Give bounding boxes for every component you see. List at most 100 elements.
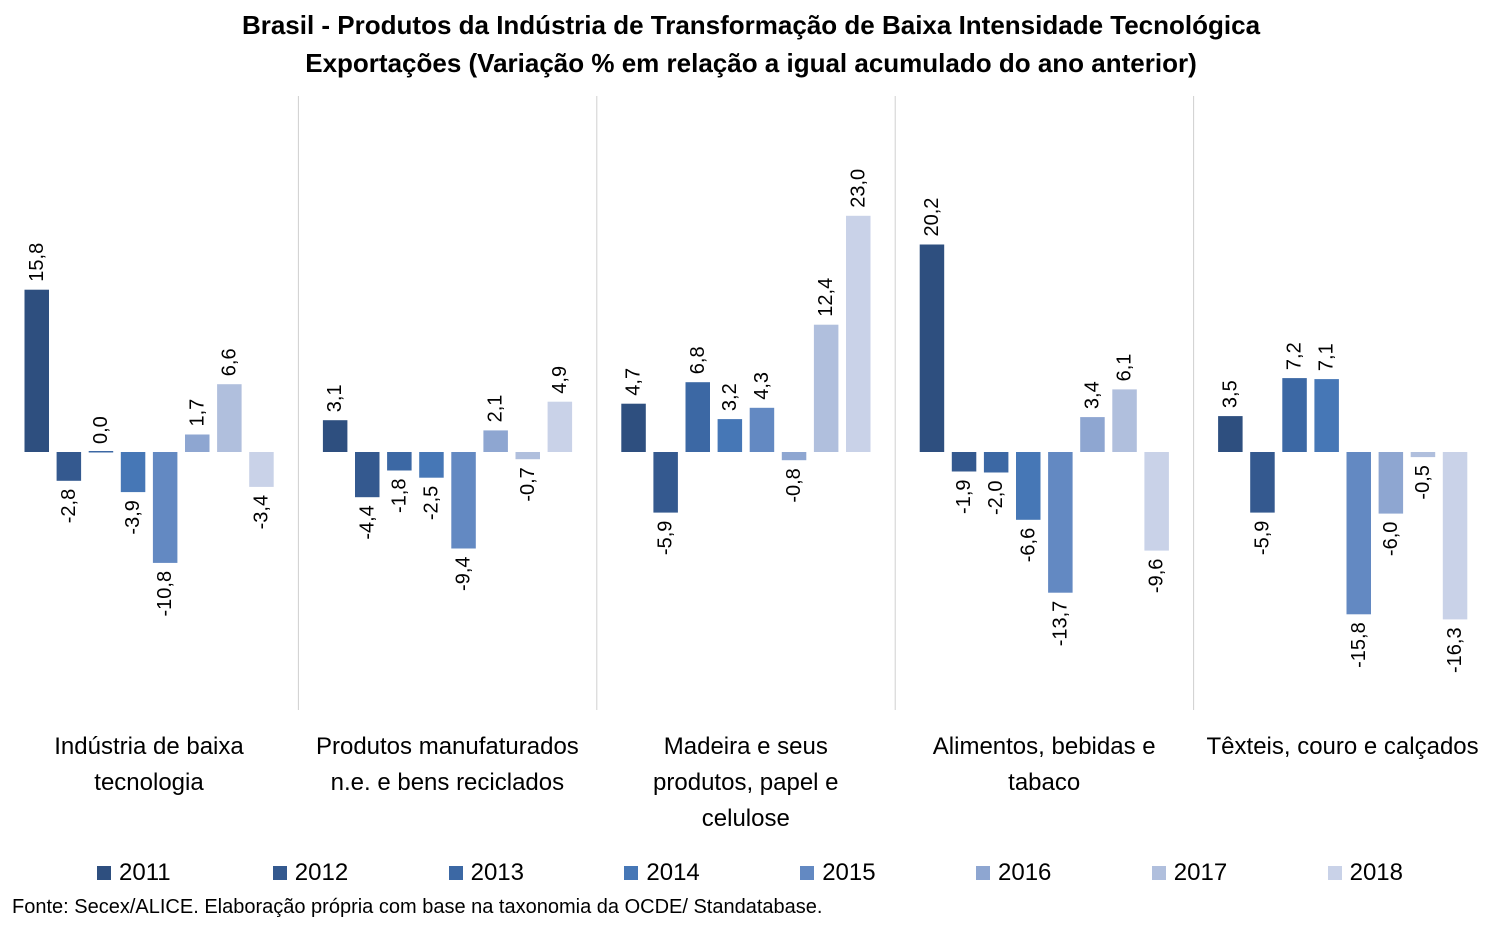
- chart-subtitle: Exportações (Variação % em relação a igu…: [305, 48, 1197, 78]
- data-label-2018-cat2: 4,9: [549, 366, 571, 394]
- bar-2016-cat5: [1378, 452, 1404, 514]
- data-label-2014-cat4: -6,6: [1017, 528, 1039, 562]
- legend-swatch: [1151, 866, 1166, 880]
- data-label-2013-cat1: 0,0: [90, 416, 112, 444]
- data-label-2013-cat4: -2,0: [985, 481, 1007, 515]
- data-label-2012-cat1: -2,8: [58, 489, 80, 523]
- bar-2015-cat4: [1048, 452, 1073, 593]
- chart-title: Brasil - Produtos da Indústria de Transf…: [241, 10, 1261, 40]
- data-label-2016-cat1: 1,7: [186, 399, 208, 427]
- data-label-2016-cat5: -6,0: [1380, 522, 1402, 556]
- bar-2015-cat3: [749, 407, 775, 452]
- data-label-2012-cat3: -5,9: [655, 521, 677, 555]
- bar-2011-cat4: [919, 244, 945, 452]
- bar-2013-cat1: [88, 451, 114, 453]
- bar-2018-cat2: [547, 401, 573, 452]
- data-label-2016-cat3: -0,8: [783, 468, 805, 502]
- category-label: Indústria de baixa tecnologia: [1, 729, 297, 801]
- category-label-line: celulose: [701, 805, 790, 832]
- legend-swatch: [97, 866, 111, 880]
- bar-2013-cat4: [983, 452, 1009, 473]
- legend-swatch: [272, 866, 287, 880]
- data-label-2011-cat2: 3,1: [324, 384, 346, 412]
- data-label-2014-cat2: -2,5: [420, 486, 442, 520]
- source-note: Fonte: Secex/ALICE. Elaboração própria c…: [12, 896, 823, 918]
- bar-2017-cat3: [813, 324, 839, 452]
- data-label-2018-cat3: 23,0: [847, 169, 869, 208]
- legend-label: 2013: [470, 859, 524, 886]
- data-label-2018-cat5: -16,3: [1444, 627, 1466, 673]
- legend-item-2015: 2015: [800, 856, 876, 890]
- data-label-2011-cat3: 4,7: [623, 368, 645, 396]
- data-label-2013-cat2: -1,8: [388, 479, 410, 513]
- bar-2016-cat3: [781, 452, 807, 461]
- category-label-line: n.e. e bens reciclados: [330, 769, 565, 796]
- bar-2011-cat2: [322, 420, 348, 452]
- data-label-2011-cat4: 20,2: [921, 198, 943, 237]
- legend-label: 2012: [294, 859, 349, 886]
- bar-2017-cat1: [217, 384, 242, 452]
- category-label-line: Indústria de baixa: [54, 733, 244, 760]
- data-label-2018-cat1: -3,4: [251, 495, 273, 529]
- data-label-2017-cat5: -0,5: [1412, 465, 1434, 499]
- bar-2018-cat4: [1144, 452, 1169, 551]
- bar-2014-cat1: [120, 452, 146, 493]
- legend-label: 2011: [119, 859, 171, 886]
- bar-2011-cat3: [621, 403, 646, 452]
- data-label-2017-cat2: -0,7: [517, 467, 539, 501]
- legend-label: 2015: [822, 859, 876, 886]
- legend-item-2011: 2011: [97, 856, 171, 890]
- category-label: Alimentos, bebidas e tabaco: [896, 729, 1192, 801]
- bar-2012-cat3: [653, 452, 678, 513]
- data-label-2012-cat5: -5,9: [1251, 521, 1273, 555]
- category-label: Madeira e seus produtos, papel e celulose: [598, 729, 894, 837]
- bar-2013-cat5: [1282, 378, 1307, 452]
- legend-label: 2014: [646, 859, 700, 886]
- data-label-2013-cat3: 6,8: [687, 346, 709, 374]
- bar-2014-cat2: [419, 452, 444, 478]
- legend-item-2012: 2012: [272, 856, 349, 890]
- bar-2011-cat5: [1218, 416, 1243, 452]
- category-label: Têxteis, couro e calçados: [1195, 729, 1491, 765]
- data-label-2012-cat4: -1,9: [953, 480, 975, 514]
- bar-2016-cat2: [483, 430, 508, 452]
- category-label: Produtos manufaturados n.e. e bens recicl…: [299, 729, 595, 801]
- data-label-2011-cat1: 15,8: [26, 243, 48, 282]
- bar-2012-cat4: [951, 452, 977, 472]
- data-label-2017-cat1: 6,6: [218, 348, 240, 376]
- data-label-2016-cat4: 3,4: [1081, 381, 1103, 409]
- legend-label: 2018: [1349, 859, 1403, 886]
- bar-2016-cat4: [1080, 417, 1105, 452]
- category-label-line: Madeira e seus: [663, 733, 828, 760]
- legend-item-2016: 2016: [976, 856, 1051, 890]
- bar-2011-cat1: [24, 289, 49, 452]
- legend-swatch: [800, 866, 815, 880]
- data-label-2015-cat3: 4,3: [751, 372, 773, 400]
- legend-swatch: [624, 866, 639, 880]
- bar-2014-cat5: [1314, 379, 1339, 452]
- legend-item-2013: 2013: [448, 856, 524, 890]
- category-label-line: produtos, papel e: [653, 769, 839, 796]
- data-label-2018-cat4: -9,6: [1146, 559, 1168, 593]
- legend-swatch: [976, 866, 990, 880]
- legend-label: 2016: [998, 859, 1052, 886]
- legend-label: 2017: [1173, 859, 1228, 886]
- legend-swatch: [1327, 866, 1342, 880]
- data-label-2016-cat2: 2,1: [485, 395, 507, 423]
- category-label-line: Alimentos, bebidas e: [932, 733, 1156, 760]
- data-label-2017-cat3: 12,4: [815, 278, 837, 317]
- legend-swatch: [448, 866, 463, 880]
- bar-2014-cat3: [717, 419, 743, 452]
- bar-2017-cat2: [515, 452, 540, 460]
- data-label-2012-cat2: -4,4: [356, 505, 378, 539]
- bar-2017-cat4: [1112, 389, 1137, 452]
- data-label-2014-cat3: 3,2: [719, 383, 741, 411]
- legend: 2011 2012 2013 2014 2015 2016 2017 2018: [0, 856, 1502, 890]
- bar-2012-cat5: [1250, 452, 1275, 513]
- data-label-2017-cat4: 6,1: [1114, 354, 1136, 382]
- bar-2016-cat1: [185, 434, 210, 452]
- bar-2012-cat1: [56, 452, 82, 481]
- data-label-2014-cat1: -3,9: [122, 500, 144, 534]
- category-label-line: Têxteis, couro e calçados: [1206, 733, 1479, 760]
